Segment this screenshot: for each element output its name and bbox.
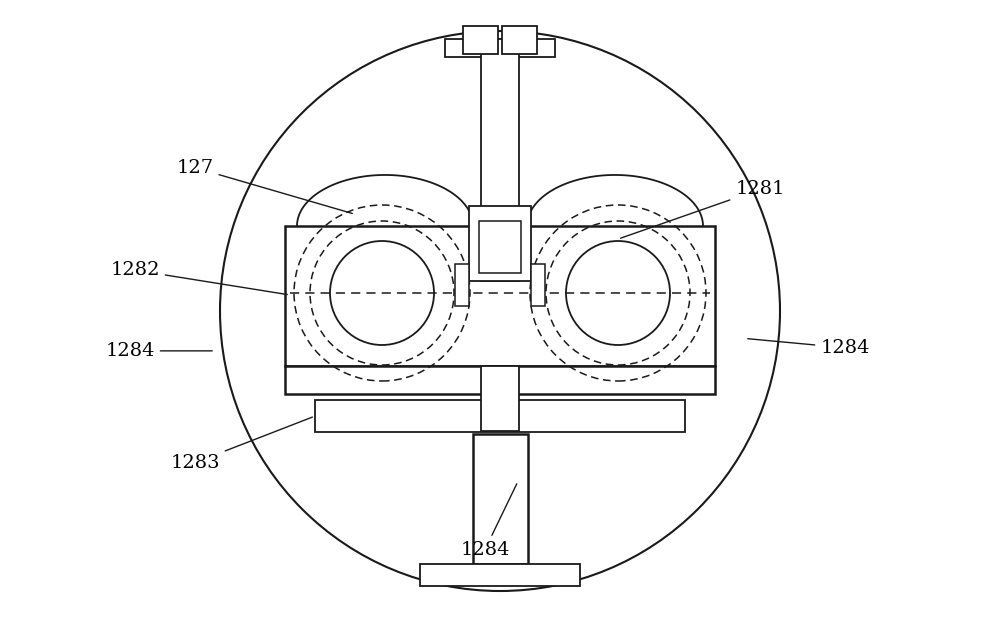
Text: 1283: 1283 — [170, 417, 312, 471]
Text: 1284: 1284 — [105, 342, 212, 360]
Text: 127: 127 — [176, 159, 352, 214]
Bar — [473, 434, 528, 564]
Bar — [481, 366, 519, 431]
Bar — [469, 206, 531, 281]
Bar — [315, 400, 685, 432]
Bar — [481, 39, 519, 281]
Bar — [285, 366, 715, 394]
Bar — [420, 564, 580, 586]
Text: 1284: 1284 — [460, 484, 517, 558]
Bar — [502, 26, 537, 54]
Text: 1281: 1281 — [621, 181, 785, 238]
Bar — [463, 26, 498, 54]
Bar — [455, 264, 469, 306]
Bar — [285, 226, 715, 366]
Bar — [531, 264, 545, 306]
Bar — [479, 221, 521, 273]
Bar — [445, 39, 555, 57]
Text: 1282: 1282 — [110, 261, 287, 294]
Text: 1284: 1284 — [748, 338, 870, 356]
